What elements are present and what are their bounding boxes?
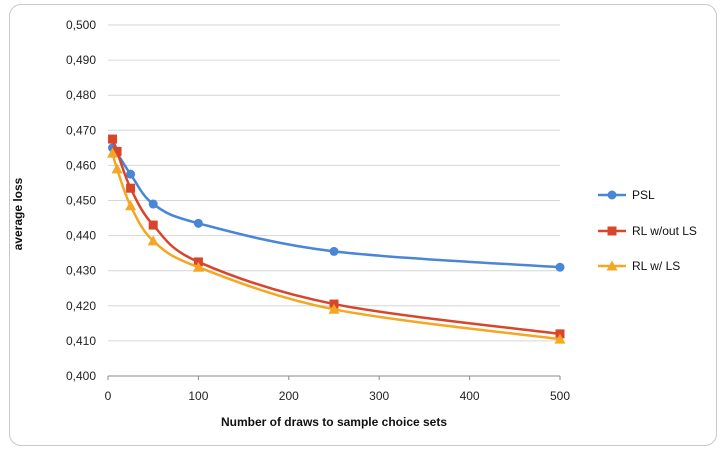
series-rl-w-ls: [107, 147, 566, 344]
y-tick-label: 0,410: [66, 334, 96, 348]
y-tick-label: 0,400: [66, 369, 96, 383]
data-point: [607, 226, 617, 236]
data-point: [192, 261, 204, 272]
y-tick-label: 0,470: [66, 123, 96, 137]
data-point: [328, 303, 340, 314]
legend-item: PSL: [598, 188, 655, 202]
x-tick-label: 400: [460, 389, 480, 403]
data-point: [125, 200, 137, 211]
x-tick-label: 200: [279, 389, 299, 403]
x-tick-label: 500: [550, 389, 570, 403]
x-axis-label: Number of draws to sample choice sets: [221, 415, 447, 429]
legend-label: RL w/out LS: [632, 224, 697, 238]
y-tick-label: 0,420: [66, 299, 96, 313]
y-tick-label: 0,430: [66, 264, 96, 278]
data-point: [607, 190, 617, 200]
series-group: [107, 134, 566, 344]
data-point: [329, 246, 339, 256]
x-tick-label: 300: [369, 389, 389, 403]
y-tick-label: 0,460: [66, 158, 96, 172]
y-tick-labels: 0,400 0,410 0,420 0,430 0,440 0,450 0,460 0,470…: [66, 18, 96, 383]
legend-item: RL w/ LS: [598, 259, 680, 273]
y-tick-label: 0,480: [66, 88, 96, 102]
y-tick-label: 0,490: [66, 53, 96, 67]
data-point: [554, 333, 566, 344]
data-point: [555, 262, 565, 272]
data-point: [111, 163, 123, 174]
data-point: [606, 260, 618, 271]
y-tick-label: 0,440: [66, 229, 96, 243]
legend-item: RL w/out LS: [598, 224, 697, 238]
data-point: [147, 235, 159, 246]
data-point: [107, 147, 119, 158]
data-point: [148, 220, 158, 230]
data-point: [108, 134, 118, 144]
legend-label: PSL: [632, 188, 655, 202]
chart-frame: [9, 4, 717, 446]
data-point: [112, 146, 122, 156]
data-point: [193, 218, 203, 228]
grid-lines: [107, 24, 561, 380]
data-point: [126, 183, 136, 193]
data-point: [126, 169, 136, 179]
x-tick-labels: 0 100 200 300 400 500: [105, 389, 571, 403]
series-psl: [108, 143, 565, 272]
legend: PSL RL w/out LS RL w/ LS: [598, 188, 697, 273]
y-tick-label: 0,500: [66, 18, 96, 32]
x-tick-label: 100: [188, 389, 208, 403]
y-axis-label: average loss: [11, 177, 25, 250]
data-point: [148, 199, 158, 209]
x-tick-label: 0: [105, 389, 112, 403]
legend-label: RL w/ LS: [632, 259, 680, 273]
y-tick-label: 0,450: [66, 194, 96, 208]
